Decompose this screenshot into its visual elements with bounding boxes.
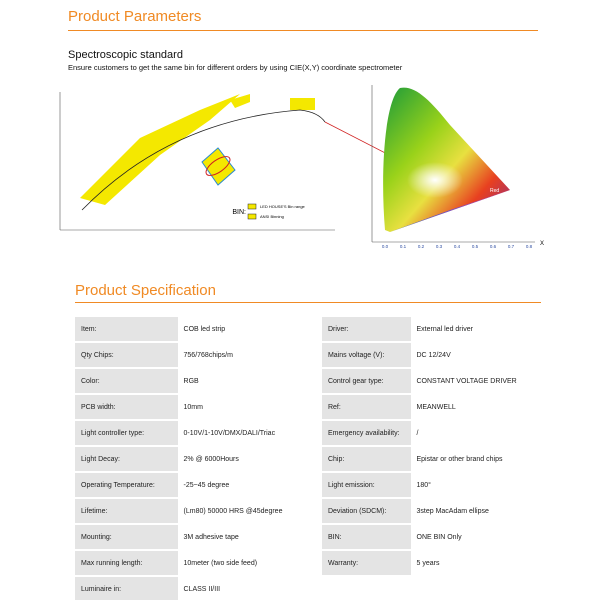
spec-value: (Lm80) 50000 HRS @45degree [177, 499, 322, 523]
x-tick-label: 0.0 [382, 244, 389, 249]
diagrams: LED HOUSE'S Bin range ANSI Binning BIN: … [59, 85, 544, 249]
spec-value: 10mm [177, 395, 322, 419]
x-tick-label: 0.8 [526, 244, 533, 249]
spec-row: Light controller type: 0-10V/1-10V/DMX/DA… [75, 421, 541, 445]
description: Ensure customers to get the same bin for… [68, 63, 403, 72]
section-title: Product Parameters [68, 8, 202, 25]
title-rule [75, 302, 541, 303]
spec-value: 10meter (two side feed) [177, 551, 322, 575]
spec-value: -25~45 degree [177, 473, 322, 497]
spec-key: Driver: [321, 317, 411, 341]
spec-row: Item: COB led strip Driver: External led dr… [75, 317, 541, 341]
spec-key: Mains voltage (V): [321, 343, 411, 367]
section-title: Product Specification [75, 282, 216, 299]
spec-row: Luminaire in: CLASS II/III [75, 577, 541, 600]
x-tick-label: 0.2 [418, 244, 425, 249]
spec-row: PCB width: 10mm Ref: MEANWELL [75, 395, 541, 419]
spec-value: 3step MacAdam ellipse [410, 499, 541, 523]
spec-value: 180° [410, 473, 541, 497]
spec-row: Qty Chips: 756/768chips/m Mains voltage (V… [75, 343, 541, 367]
title-rule [68, 30, 538, 31]
spec-value: / [410, 421, 541, 445]
spec-row: Color: RGB Control gear type: CONSTANT VOLT… [75, 369, 541, 393]
spec-value: Epistar or other brand chips [410, 447, 541, 471]
x-tick-label: 0.7 [508, 244, 515, 249]
x-tick-label: 0.4 [454, 244, 461, 249]
bin-diagram: LED HOUSE'S Bin range ANSI Binning BIN: [59, 92, 396, 231]
spec-value: External led driver [410, 317, 541, 341]
spec-value: 2% @ 6000Hours [177, 447, 322, 471]
legend-label: LED HOUSE'S Bin range [260, 204, 306, 209]
spec-key: Control gear type: [321, 369, 411, 393]
spec-value: DC 12/24V [410, 343, 541, 367]
spec-key: BIN: [321, 525, 411, 549]
spec-key: Chip: [321, 447, 411, 471]
spec-value: CONSTANT VOLTAGE DRIVER [410, 369, 541, 393]
spec-table: Item: COB led strip Driver: External led dr… [75, 315, 541, 600]
spec-key: Lifetime: [75, 499, 178, 523]
spec-value: MEANWELL [410, 395, 541, 419]
spec-key: PCB width: [75, 395, 178, 419]
spec-key: Emergency availability: [321, 421, 411, 445]
spec-row: Max running length: 10meter (two side fee… [75, 551, 541, 575]
spec-value: RGB [177, 369, 322, 393]
legend-label: ANSI Binning [260, 214, 284, 219]
spec-key: Light Decay: [75, 447, 178, 471]
spec-row: Operating Temperature: -25~45 degree Light… [75, 473, 541, 497]
spec-value: ONE BIN Only [410, 525, 541, 549]
spec-key: Max running length: [75, 551, 178, 575]
subtitle: Spectroscopic standard [68, 49, 183, 61]
x-tick-label: 0.1 [400, 244, 407, 249]
spec-value: CLASS II/III [177, 577, 322, 600]
region-label: Red [490, 188, 499, 194]
spec-key: Luminaire in: [75, 577, 178, 600]
axis-label: X [540, 241, 544, 247]
spec-key: Ref: [321, 395, 411, 419]
spec-key: Light controller type: [75, 421, 178, 445]
spec-key: Deviation (SDCM): [321, 499, 411, 523]
spec-value: 3M adhesive tape [177, 525, 322, 549]
spec-key: Warranty: [321, 551, 411, 575]
x-tick-label: 0.3 [436, 244, 443, 249]
spec-row: Lifetime: (Lm80) 50000 HRS @45degree Devia… [75, 499, 541, 523]
spec-key [321, 577, 411, 600]
spec-key: Item: [75, 317, 178, 341]
spec-value: COB led strip [177, 317, 322, 341]
spec-row: Light Decay: 2% @ 6000Hours Chip: Epistar o… [75, 447, 541, 471]
spec-key: Qty Chips: [75, 343, 178, 367]
spec-key: Operating Temperature: [75, 473, 178, 497]
spec-row: Mounting: 3M adhesive tape BIN: ONE BIN Onl… [75, 525, 541, 549]
x-tick-label: 0.6 [490, 244, 497, 249]
x-tick-label: 0.5 [472, 244, 479, 249]
bin-label: BIN: [232, 209, 246, 216]
spec-value: 0-10V/1-10V/DMX/DALI/Triac [177, 421, 322, 445]
spec-value: 5 years [410, 551, 541, 575]
spec-key: Mounting: [75, 525, 178, 549]
spec-key: Color: [75, 369, 178, 393]
spec-value [410, 577, 541, 600]
spec-value: 756/768chips/m [177, 343, 322, 367]
spec-key: Light emission: [321, 473, 411, 497]
cie-diagram: Red X 0.0 0.1 0.2 0.3 0.4 0.5 0.6 0.7 0.8 [371, 85, 544, 249]
